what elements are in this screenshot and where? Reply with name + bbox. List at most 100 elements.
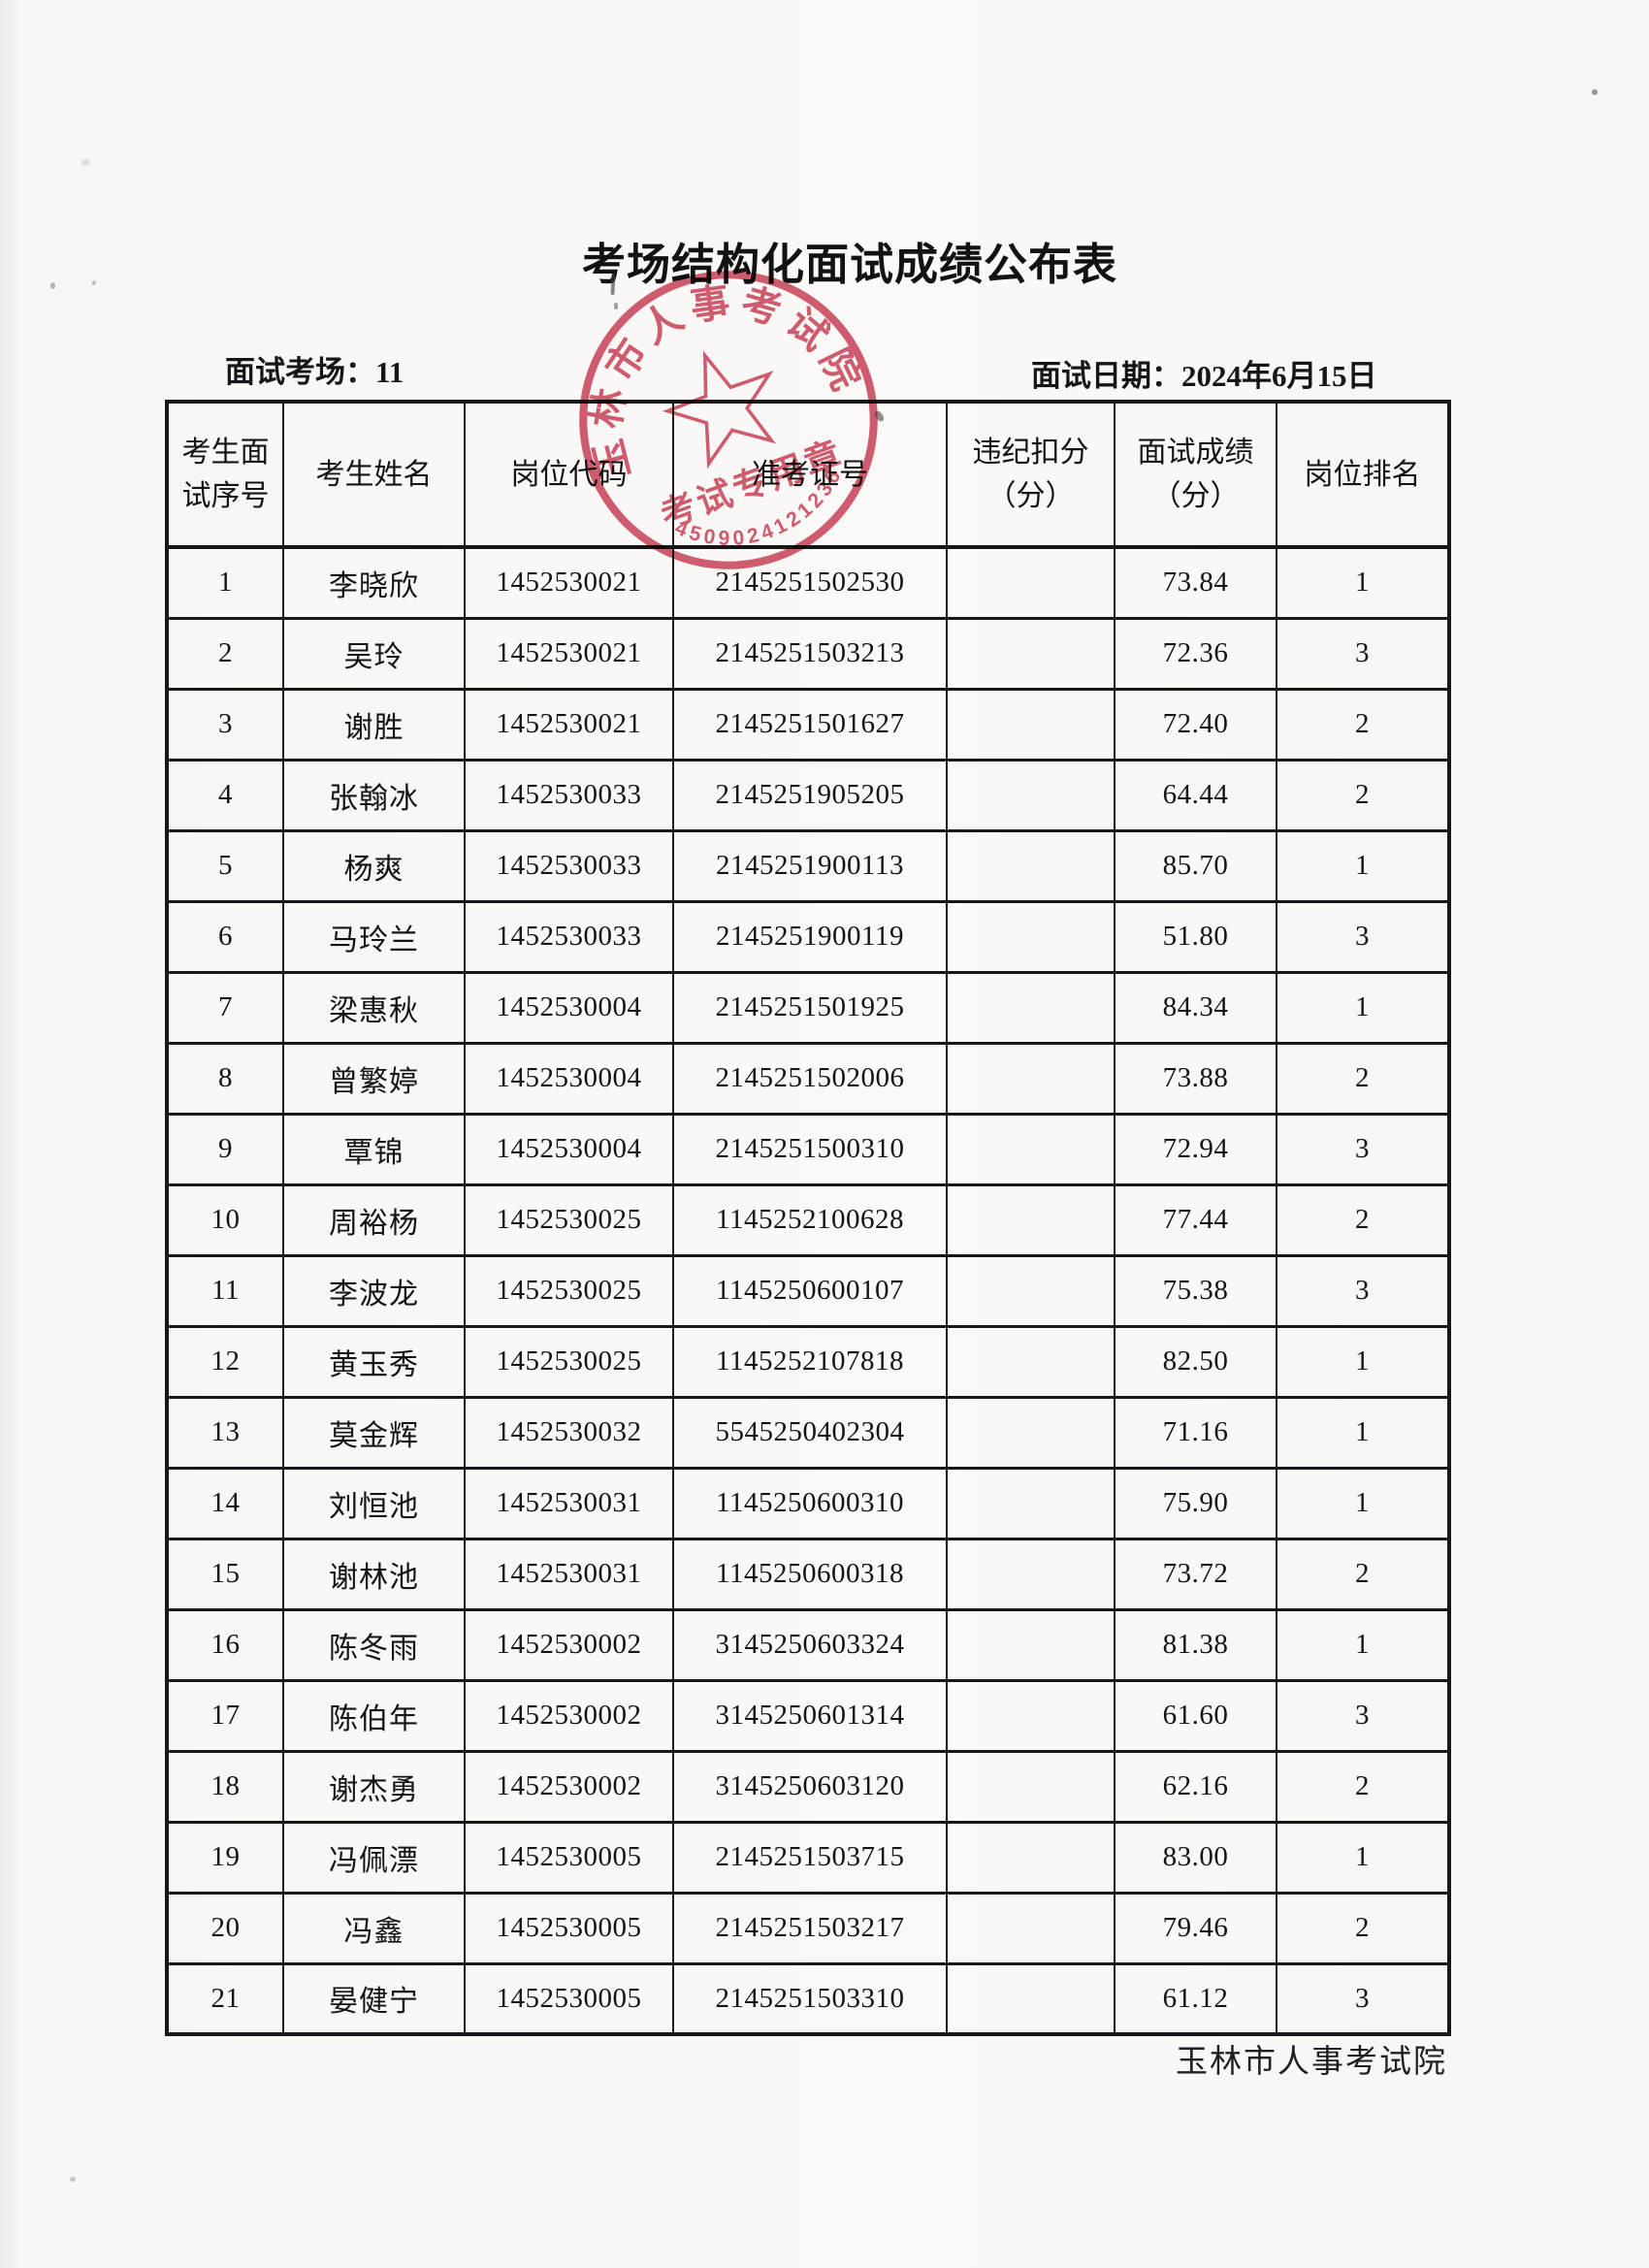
cell-ticket-no: 1145250600107 (672, 1254, 948, 1327)
scan-artifact (614, 303, 618, 309)
cell-ticket-no: 2145251501627 (672, 688, 948, 761)
cell-name: 曾繁婷 (282, 1042, 466, 1115)
cell-penalty (946, 829, 1116, 902)
cell-post-code: 1452530031 (464, 1538, 674, 1610)
cell-ticket-no: 2145251502530 (672, 546, 948, 619)
cell-name: 张翰冰 (282, 759, 466, 831)
cell-rank: 2 (1276, 688, 1450, 761)
cell-rank: 3 (1276, 900, 1450, 973)
results-table-body: 1 李晓欣 1452530021 2145251502530 73.84 1 2… (166, 546, 1450, 2035)
cell-name: 刘恒池 (282, 1467, 466, 1539)
cell-ticket-no: 2145251503217 (672, 1892, 948, 1964)
interview-date-value: 2024年6月15日 (1181, 359, 1377, 393)
cell-seq: 18 (166, 1750, 284, 1823)
cell-name: 李波龙 (282, 1254, 466, 1327)
cell-post-code: 1452530025 (464, 1325, 674, 1398)
interview-venue: 面试考场：11 (225, 347, 404, 391)
cell-name: 冯佩漂 (282, 1821, 466, 1894)
cell-penalty (946, 1608, 1116, 1681)
cell-rank: 3 (1276, 617, 1450, 690)
table-row: 15 谢林池 1452530031 1145250600318 73.72 2 (166, 1538, 1450, 1610)
cell-name: 周裕杨 (282, 1183, 466, 1256)
interview-venue-value: 11 (375, 355, 404, 389)
cell-post-code: 1452530004 (464, 971, 674, 1044)
cell-penalty (946, 1325, 1116, 1398)
cell-name: 马玲兰 (282, 900, 466, 973)
cell-rank: 2 (1276, 759, 1450, 831)
cell-name: 陈冬雨 (282, 1608, 466, 1681)
cell-seq: 13 (166, 1396, 284, 1469)
cell-seq: 21 (166, 1962, 284, 2035)
cell-name: 杨爽 (282, 829, 466, 902)
cell-post-code: 1452530021 (464, 617, 674, 690)
cell-rank: 1 (1276, 1396, 1450, 1469)
cell-score: 72.94 (1114, 1113, 1277, 1185)
cell-rank: 2 (1276, 1750, 1450, 1823)
cell-post-code: 1452530025 (464, 1183, 674, 1256)
cell-penalty (946, 1396, 1116, 1469)
cell-score: 73.88 (1114, 1042, 1277, 1115)
cell-name: 吴玲 (282, 617, 466, 690)
cell-seq: 19 (166, 1821, 284, 1894)
cell-penalty (946, 1679, 1116, 1752)
col-header-name: 考生姓名 (282, 401, 466, 548)
cell-seq: 2 (166, 617, 284, 690)
cell-ticket-no: 2145251503213 (672, 617, 948, 690)
table-row: 1 李晓欣 1452530021 2145251502530 73.84 1 (166, 546, 1450, 619)
cell-penalty (946, 1892, 1116, 1964)
cell-post-code: 1452530004 (464, 1113, 674, 1185)
cell-rank: 1 (1276, 829, 1450, 902)
cell-score: 85.70 (1114, 829, 1277, 902)
cell-penalty (946, 1962, 1116, 2035)
issuing-org: 玉林市人事考试院 (1176, 2045, 1447, 2080)
col-header-ticket-no: 准考证号 (672, 401, 948, 548)
cell-score: 75.90 (1114, 1467, 1277, 1539)
cell-ticket-no: 3145250601314 (672, 1679, 948, 1752)
table-row: 9 覃锦 1452530004 2145251500310 72.94 3 (166, 1113, 1450, 1185)
cell-rank: 1 (1276, 1821, 1450, 1894)
scan-artifact (70, 2177, 76, 2182)
cell-penalty (946, 617, 1116, 690)
table-row: 12 黄玉秀 1452530025 1145252107818 82.50 1 (166, 1325, 1450, 1398)
table-header-row: 考生面 试序号 考生姓名 岗位代码 准考证号 违纪扣分 （分） 面试成绩 （分）… (166, 401, 1450, 548)
cell-score: 51.80 (1114, 900, 1277, 973)
cell-ticket-no: 2145251900113 (672, 829, 948, 902)
scan-artifact (1592, 89, 1598, 95)
cell-score: 79.46 (1114, 1892, 1277, 1964)
cell-ticket-no: 3145250603324 (672, 1608, 948, 1681)
cell-post-code: 1452530021 (464, 546, 674, 619)
cell-ticket-no: 2145251502006 (672, 1042, 948, 1115)
cell-score: 72.36 (1114, 617, 1277, 690)
col-header-score: 面试成绩 （分） (1114, 401, 1277, 548)
cell-name: 晏健宁 (282, 1962, 466, 2035)
cell-ticket-no: 1145250600310 (672, 1467, 948, 1539)
cell-ticket-no: 2145251503310 (672, 1962, 948, 2035)
cell-name: 覃锦 (282, 1113, 466, 1185)
cell-ticket-no: 1145252100628 (672, 1183, 948, 1256)
cell-penalty (946, 1750, 1116, 1823)
cell-ticket-no: 2145251905205 (672, 759, 948, 831)
cell-seq: 4 (166, 759, 284, 831)
cell-seq: 14 (166, 1467, 284, 1539)
cell-seq: 6 (166, 900, 284, 973)
cell-score: 75.38 (1114, 1254, 1277, 1327)
table-row: 16 陈冬雨 1452530002 3145250603324 81.38 1 (166, 1608, 1450, 1681)
cell-post-code: 1452530002 (464, 1679, 674, 1752)
cell-ticket-no: 5545250402304 (672, 1396, 948, 1469)
cell-name: 谢胜 (282, 688, 466, 761)
cell-rank: 1 (1276, 546, 1450, 619)
cell-post-code: 1452530021 (464, 688, 674, 761)
cell-score: 83.00 (1114, 1821, 1277, 1894)
interview-venue-label: 面试考场： (225, 355, 375, 389)
cell-rank: 2 (1276, 1042, 1450, 1115)
cell-seq: 3 (166, 688, 284, 761)
cell-ticket-no: 2145251501925 (672, 971, 948, 1044)
cell-name: 莫金辉 (282, 1396, 466, 1469)
table-row: 5 杨爽 1452530033 2145251900113 85.70 1 (166, 829, 1450, 902)
cell-name: 冯鑫 (282, 1892, 466, 1964)
scan-artifact (92, 280, 96, 285)
cell-post-code: 1452530033 (464, 829, 674, 902)
interview-date: 面试日期：2024年6月15日 (1031, 351, 1377, 395)
cell-seq: 7 (166, 971, 284, 1044)
col-header-penalty: 违纪扣分 （分） (946, 401, 1116, 548)
